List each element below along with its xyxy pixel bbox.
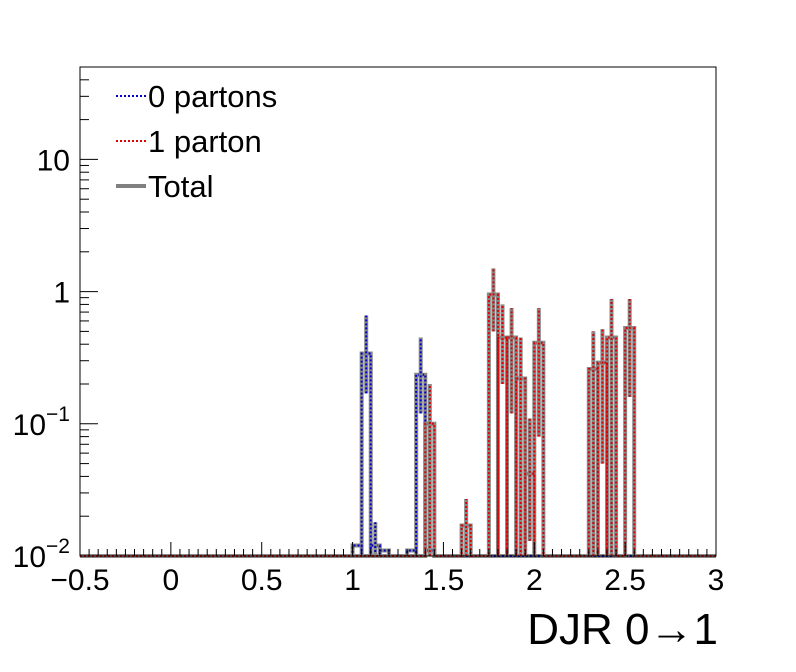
x-tick-label: 1.5 <box>423 564 465 597</box>
x-tick-label: 1 <box>344 564 361 597</box>
labels-layer: −0.5 0 0.5 1 1.5 2 2.5 3 10−2 10−1 1 10 <box>13 144 725 597</box>
legend-entry: 0 partons <box>116 79 277 114</box>
series-outline <box>80 293 716 557</box>
x-tick-label: 2 <box>526 564 543 597</box>
x-tick-label: 0 <box>163 564 180 597</box>
legend-label: Total <box>148 169 213 204</box>
x-tick-label: −0.5 <box>50 564 109 597</box>
ticks-layer <box>79 66 717 557</box>
y-tick-label: 10−2 <box>13 535 70 574</box>
legend-label: 1 parton <box>148 124 262 159</box>
legend-label: 0 partons <box>148 79 277 114</box>
y-tick-label: 10 <box>37 144 70 177</box>
legend-entry: Total <box>116 169 213 204</box>
legend-entry: 1 parton <box>116 124 262 159</box>
x-tick-label: 3 <box>708 564 725 597</box>
x-tick-label: 0.5 <box>241 564 283 597</box>
y-tick-label: 1 <box>53 277 70 310</box>
legend: 0 partons 1 parton Total <box>116 79 277 204</box>
series-one-parton <box>80 268 716 558</box>
x-tick-label: 2.5 <box>604 564 646 597</box>
x-axis-title: DJR 0→1 <box>527 605 718 654</box>
y-tick-label: 10−1 <box>13 403 70 442</box>
